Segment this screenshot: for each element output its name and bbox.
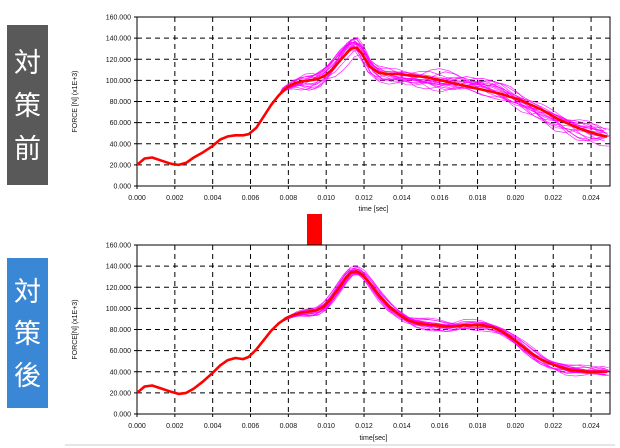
after-label-char-3: 後 [14, 361, 41, 392]
after-label-box [7, 258, 48, 408]
y-axis-label: FORCE [N] (x1E+3) [72, 70, 79, 132]
y-tick-label: 140.000 [106, 36, 131, 43]
x-axis-label: time [sec] [359, 206, 389, 213]
x-tick-label: 0.006 [242, 195, 260, 202]
y-tick-label: 0.000 [113, 184, 131, 191]
x-axis-label: time[sec] [359, 435, 387, 442]
y-tick-label: 20.000 [110, 390, 132, 397]
y-tick-label: 120.000 [106, 57, 131, 64]
x-tick-label: 0.016 [431, 195, 449, 202]
x-tick-label: 0.020 [507, 195, 525, 202]
y-tick-label: 160.000 [106, 243, 131, 250]
y-tick-label: 20.000 [110, 162, 132, 169]
representative-curve [137, 46, 608, 167]
x-tick-label: 0.014 [393, 195, 411, 202]
x-tick-label: 0.012 [355, 423, 373, 430]
y-tick-label: 40.000 [110, 141, 132, 148]
y-tick-label: 80.000 [110, 327, 132, 334]
x-tick-label: 0.010 [317, 195, 335, 202]
y-tick-label: 40.000 [110, 369, 132, 376]
representative-curve [137, 270, 608, 396]
x-tick-label: 0.008 [280, 195, 298, 202]
x-tick-label: 0.010 [317, 423, 335, 430]
x-tick-label: 0.006 [242, 423, 260, 430]
x-tick-label: 0.008 [280, 423, 298, 430]
x-tick-label: 0.014 [393, 423, 411, 430]
x-tick-label: 0.020 [507, 423, 525, 430]
x-tick-label: 0.002 [166, 423, 184, 430]
after-label-char-2: 策 [14, 319, 41, 350]
x-tick-label: 0.004 [204, 423, 222, 430]
y-tick-label: 160.000 [106, 15, 131, 22]
chart-before: 0.000 0.002 0.004 0.006 0.008 0.010 0.012 0.014… [72, 15, 611, 213]
y-tick-label: 0.000 [113, 412, 131, 419]
before-label-char-1: 対 [14, 48, 41, 79]
x-tick-label: 0.024 [582, 195, 600, 202]
y-tick-label: 140.000 [106, 264, 131, 271]
after-label-char-1: 対 [14, 277, 41, 308]
before-label-char-2: 策 [14, 91, 41, 122]
x-tick-label: 0.004 [204, 195, 222, 202]
y-tick-label: 60.000 [110, 348, 132, 355]
x-tick-label: 0.016 [431, 423, 449, 430]
y-tick-label: 120.000 [106, 285, 131, 292]
before-label-box [7, 25, 48, 185]
chart-after: 0.000 0.002 0.004 0.006 0.008 0.010 0.012 0.014… [72, 243, 611, 442]
y-tick-label: 60.000 [110, 120, 132, 127]
x-tick-label: 0.018 [469, 423, 487, 430]
before-label-char-3: 前 [14, 134, 41, 165]
x-tick-label: 0.018 [469, 195, 487, 202]
x-tick-label: 0.000 [128, 423, 146, 430]
y-tick-label: 80.000 [110, 99, 132, 106]
y-tick-label: 100.000 [106, 306, 131, 313]
y-axis-label: FORCE[N] (x1E+3) [72, 299, 79, 359]
x-tick-label: 0.002 [166, 195, 184, 202]
x-tick-label: 0.000 [128, 195, 146, 202]
x-tick-label: 0.022 [544, 195, 562, 202]
x-tick-label: 0.024 [582, 423, 600, 430]
x-tick-label: 0.012 [355, 195, 373, 202]
x-tick-label: 0.022 [544, 423, 562, 430]
y-tick-label: 100.000 [106, 78, 131, 85]
